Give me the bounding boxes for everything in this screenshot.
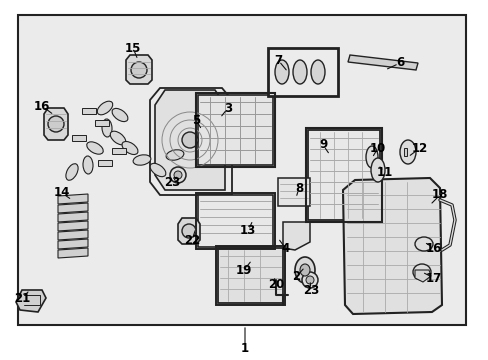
Ellipse shape (67, 163, 77, 181)
Ellipse shape (365, 146, 377, 168)
Polygon shape (58, 212, 88, 222)
Ellipse shape (294, 257, 314, 283)
Ellipse shape (168, 147, 181, 163)
Polygon shape (58, 239, 88, 249)
Bar (196, 193, 274, 249)
Ellipse shape (174, 171, 182, 179)
Polygon shape (58, 248, 88, 258)
Text: 6: 6 (395, 57, 403, 69)
Polygon shape (155, 90, 224, 190)
Polygon shape (16, 290, 46, 312)
Ellipse shape (310, 60, 325, 84)
Bar (18, 15, 465, 325)
Ellipse shape (48, 116, 64, 132)
Text: 15: 15 (124, 41, 141, 54)
Ellipse shape (399, 140, 415, 164)
Ellipse shape (182, 224, 196, 238)
Text: 5: 5 (191, 113, 200, 126)
Ellipse shape (305, 276, 313, 284)
Bar (196, 93, 274, 167)
Polygon shape (178, 218, 200, 244)
Text: 4: 4 (281, 243, 289, 256)
Bar (307, 130, 379, 220)
Text: 14: 14 (54, 186, 70, 199)
Ellipse shape (137, 151, 147, 169)
Polygon shape (58, 221, 88, 231)
Ellipse shape (87, 141, 103, 154)
Bar (98, 160, 112, 166)
Text: 3: 3 (224, 102, 232, 114)
Polygon shape (58, 203, 88, 213)
Text: 9: 9 (318, 139, 326, 152)
Bar (403, 148, 406, 156)
Polygon shape (342, 178, 441, 314)
Ellipse shape (124, 139, 135, 157)
Text: 22: 22 (183, 234, 200, 247)
Bar (72, 135, 86, 141)
Bar (218, 248, 283, 303)
Polygon shape (58, 230, 88, 240)
Bar (112, 148, 126, 154)
Ellipse shape (131, 62, 147, 78)
Text: 18: 18 (431, 189, 447, 202)
Ellipse shape (100, 99, 110, 117)
Ellipse shape (274, 60, 288, 84)
Ellipse shape (302, 272, 317, 288)
Polygon shape (283, 222, 309, 250)
Ellipse shape (412, 264, 430, 280)
Bar (216, 246, 285, 305)
Text: 8: 8 (294, 181, 303, 194)
Text: 2: 2 (291, 270, 300, 284)
Ellipse shape (170, 167, 185, 183)
Ellipse shape (414, 237, 432, 251)
Ellipse shape (81, 157, 94, 173)
Text: 12: 12 (411, 141, 427, 154)
Ellipse shape (299, 264, 309, 276)
Text: 7: 7 (273, 54, 282, 67)
Polygon shape (414, 270, 430, 282)
Text: 1: 1 (241, 342, 248, 355)
Text: 11: 11 (376, 166, 392, 179)
Polygon shape (347, 55, 417, 70)
Bar (267, 48, 337, 96)
Bar (278, 178, 309, 206)
Polygon shape (58, 194, 88, 204)
Text: 10: 10 (369, 141, 386, 154)
Bar (82, 108, 96, 114)
Text: 21: 21 (14, 292, 30, 305)
Bar (198, 195, 272, 247)
Ellipse shape (370, 158, 384, 182)
Polygon shape (44, 108, 68, 140)
Ellipse shape (98, 123, 116, 133)
Bar (198, 95, 272, 165)
Text: 23: 23 (302, 284, 319, 297)
Text: 23: 23 (163, 176, 180, 189)
Text: 16: 16 (425, 242, 441, 255)
Ellipse shape (182, 132, 198, 148)
Text: 19: 19 (235, 264, 252, 276)
Polygon shape (126, 55, 152, 84)
Ellipse shape (149, 164, 166, 176)
Text: 17: 17 (425, 271, 441, 284)
Text: 20: 20 (267, 279, 284, 292)
Ellipse shape (109, 132, 126, 143)
Ellipse shape (292, 60, 306, 84)
Bar (305, 128, 381, 222)
Bar (95, 120, 109, 126)
Text: 16: 16 (34, 99, 50, 112)
Ellipse shape (112, 109, 128, 121)
Text: 13: 13 (240, 225, 256, 238)
